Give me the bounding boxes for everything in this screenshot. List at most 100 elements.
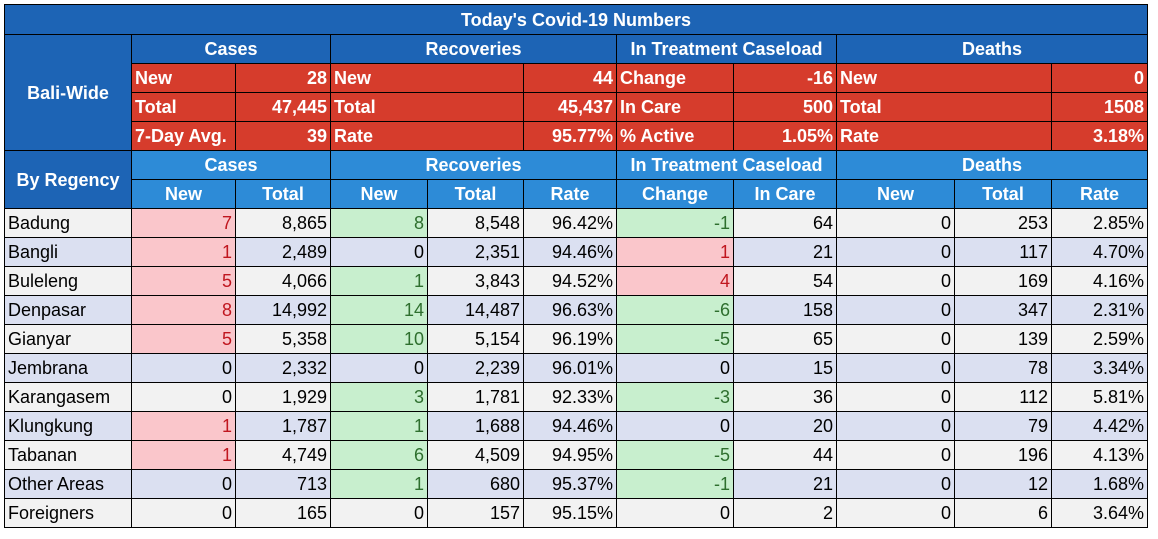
cell-rate: 96.42% (523, 208, 617, 238)
cell-total: 5,358 (235, 324, 331, 354)
cell-total: 253 (954, 208, 1052, 238)
regency-name: Karangasem (4, 382, 132, 412)
regency-name: Gianyar (4, 324, 132, 354)
recoveries-rate-value: 95.77% (523, 121, 617, 151)
cell-change: 0 (616, 498, 734, 528)
table-row: Bangli 1 2,489 0 2,351 94.46% 1 21 0 117 4.70% (4, 237, 1148, 267)
cell-new: 0 (330, 498, 428, 528)
covid-numbers-table: Today's Covid-19 Numbers Bali-Wide Cases… (4, 4, 1148, 528)
cell-rate: 95.15% (523, 498, 617, 528)
bali-deaths-header: Deaths (836, 34, 1148, 64)
cell-in-care: 21 (733, 237, 837, 267)
cell-change: 0 (616, 411, 734, 441)
recoveries-total-value: 45,437 (523, 92, 617, 122)
cell-new: 1 (131, 440, 236, 470)
cell-rate: 5.81% (1051, 382, 1148, 412)
cell-total: 12 (954, 469, 1052, 499)
cell-rate: 2.59% (1051, 324, 1148, 354)
cell-rate: 4.16% (1051, 266, 1148, 296)
deaths-new-label: New (836, 63, 1052, 93)
cell-new: 7 (131, 208, 236, 238)
bali-wide-label: Bali-Wide (4, 34, 132, 151)
cell-total: 1,787 (235, 411, 331, 441)
column-header-row: New Total New Total Rate Change In Care New Tota… (5, 179, 1148, 209)
deaths-rate-value: 3.18% (1051, 121, 1148, 151)
cell-total: 4,749 (235, 440, 331, 470)
cell-in-care: 64 (733, 208, 837, 238)
treatment-in-care-label: In Care (616, 92, 734, 122)
cell-change: -1 (616, 208, 734, 238)
table-row: Foreigners 0 165 0 157 95.15% 0 2 0 6 3.64% (4, 498, 1148, 528)
cell-total: 2,332 (235, 353, 331, 383)
cell-new: 1 (131, 237, 236, 267)
cell-rate: 96.01% (523, 353, 617, 383)
cell-total: 139 (954, 324, 1052, 354)
by-regency-label: By Regency (4, 150, 132, 209)
regency-name: Badung (4, 208, 132, 238)
treatment-change-value: -16 (733, 63, 837, 93)
cell-total: 79 (954, 411, 1052, 441)
cell-change: 0 (616, 353, 734, 383)
treatment-in-care-value: 500 (733, 92, 837, 122)
column-header: Rate (523, 179, 617, 209)
cell-new: 1 (330, 266, 428, 296)
cell-total: 4,066 (235, 266, 331, 296)
cell-in-care: 15 (733, 353, 837, 383)
bali-treatment-header: In Treatment Caseload (616, 34, 837, 64)
cell-new: 1 (330, 411, 428, 441)
cell-new: 3 (330, 382, 428, 412)
cell-new: 0 (131, 353, 236, 383)
deaths-total-value: 1508 (1051, 92, 1148, 122)
cell-rate: 96.19% (523, 324, 617, 354)
cell-rate: 94.46% (523, 411, 617, 441)
treatment-active-value: 1.05% (733, 121, 837, 151)
cell-in-care: 20 (733, 411, 837, 441)
cell-new: 0 (836, 382, 955, 412)
cell-total: 6 (954, 498, 1052, 528)
regency-name: Jembrana (4, 353, 132, 383)
cases-total-label: Total (131, 92, 236, 122)
bali-summary-row: New 28 New 44 Change -16 New 0 (5, 63, 1148, 93)
column-header: New (836, 179, 955, 209)
cell-new: 0 (836, 411, 955, 441)
cell-in-care: 2 (733, 498, 837, 528)
column-header: Total (954, 179, 1052, 209)
cell-total: 2,489 (235, 237, 331, 267)
cell-rate: 94.46% (523, 237, 617, 267)
cell-in-care: 65 (733, 324, 837, 354)
table-row: Jembrana 0 2,332 0 2,239 96.01% 0 15 0 78 3.34% (4, 353, 1148, 383)
cell-in-care: 44 (733, 440, 837, 470)
cell-new: 10 (330, 324, 428, 354)
cell-in-care: 158 (733, 295, 837, 325)
bali-recoveries-header: Recoveries (330, 34, 617, 64)
cell-rate: 4.13% (1051, 440, 1148, 470)
cell-new: 0 (836, 469, 955, 499)
table-row: Other Areas 0 713 1 680 95.37% -1 21 0 12 1.68% (4, 469, 1148, 499)
cell-new: 0 (131, 469, 236, 499)
cell-new: 0 (131, 498, 236, 528)
cell-total: 1,688 (427, 411, 524, 441)
regency-name: Other Areas (4, 469, 132, 499)
cell-new: 0 (836, 324, 955, 354)
table-row: Klungkung 1 1,787 1 1,688 94.46% 0 20 0 79 4.42% (4, 411, 1148, 441)
column-header: Rate (1051, 179, 1148, 209)
column-header: New (131, 179, 236, 209)
cell-in-care: 36 (733, 382, 837, 412)
cell-new: 0 (330, 353, 428, 383)
cell-rate: 94.95% (523, 440, 617, 470)
column-header: Total (235, 179, 331, 209)
column-header: New (330, 179, 428, 209)
cell-new: 0 (836, 295, 955, 325)
cell-change: -5 (616, 440, 734, 470)
deaths-new-value: 0 (1051, 63, 1148, 93)
cell-total: 14,487 (427, 295, 524, 325)
cell-new: 0 (836, 353, 955, 383)
bali-summary-row: 7-Day Avg. 39 Rate 95.77% % Active 1.05%… (5, 121, 1148, 151)
cell-new: 0 (836, 440, 955, 470)
cell-total: 5,154 (427, 324, 524, 354)
cell-rate: 2.85% (1051, 208, 1148, 238)
bali-cases-header: Cases (131, 34, 331, 64)
regency-recoveries-header: Recoveries (330, 150, 617, 180)
cell-total: 347 (954, 295, 1052, 325)
cell-new: 8 (131, 295, 236, 325)
